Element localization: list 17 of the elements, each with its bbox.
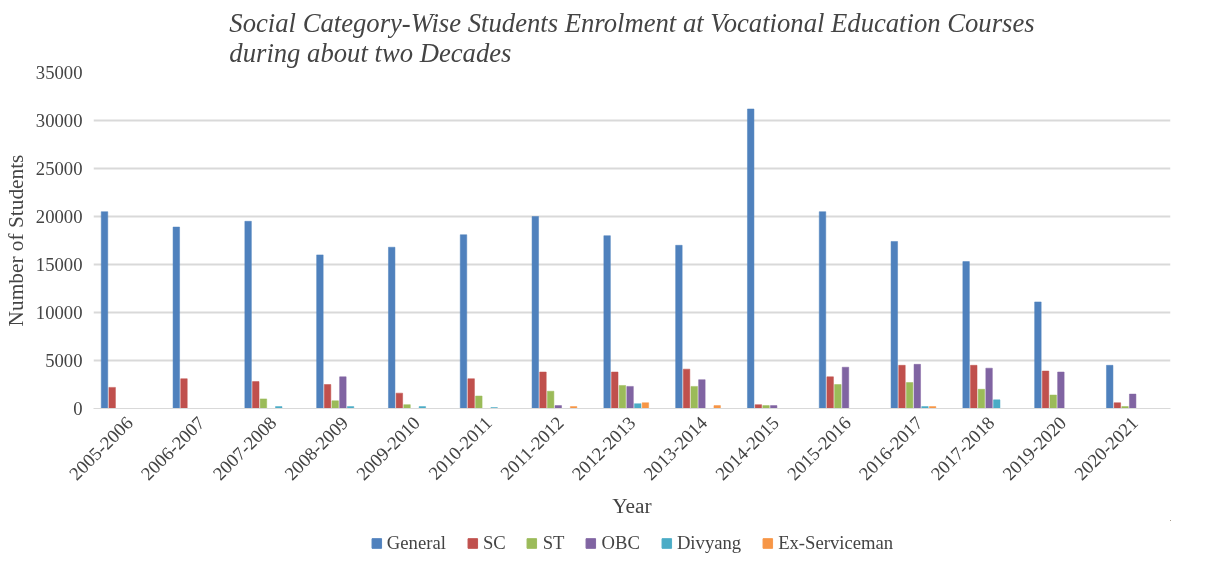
legend-label: Ex-Serviceman — [778, 531, 894, 554]
legend-label: SC — [482, 531, 506, 554]
legend-label: General — [386, 531, 446, 554]
y-tick-label: 15000 — [35, 254, 83, 275]
y-tick-label: 30000 — [35, 110, 83, 131]
legend-label: OBC — [601, 531, 640, 554]
y-tick-label: 25000 — [35, 158, 83, 179]
chart-title: Social Category-Wise Students Enrolment at Vocational Education Courses during about two Decades — [229, 7, 1035, 68]
y-tick-label: 5000 — [45, 350, 83, 371]
y-tick-label: 20000 — [35, 206, 83, 227]
y-tick-label: 10000 — [35, 302, 83, 323]
y-tick-label: 0 — [73, 398, 83, 419]
legend-label: Divyang — [676, 531, 742, 554]
y-tick-label: 35000 — [35, 62, 83, 83]
legend-label: ST — [542, 531, 565, 554]
y-axis-title: Number of Students — [3, 154, 28, 327]
x-axis-title: Year — [612, 493, 652, 518]
